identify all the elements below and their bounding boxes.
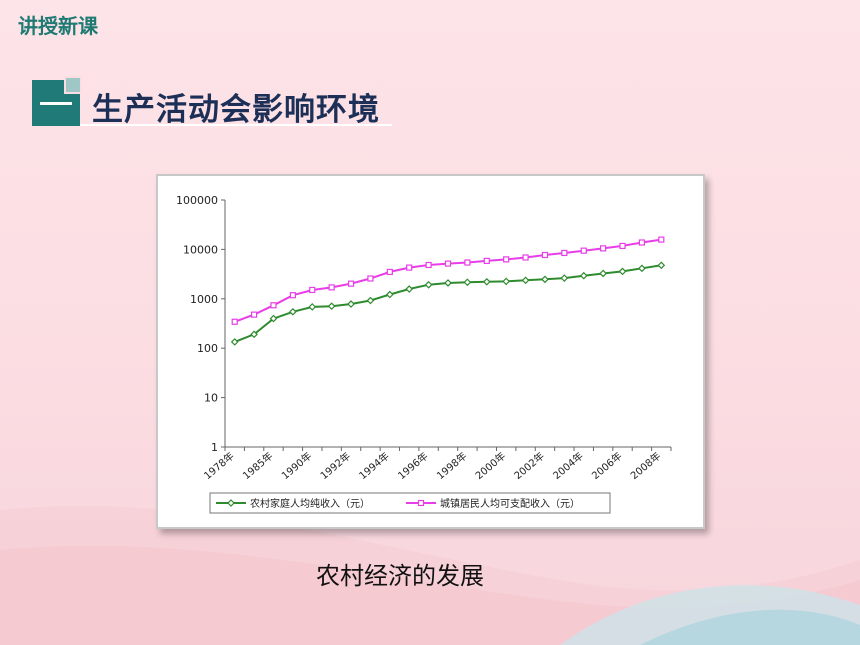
x-tick-label: 1992年: [317, 449, 353, 482]
data-point: [367, 275, 374, 282]
data-point: [231, 318, 238, 325]
data-point: [619, 242, 626, 250]
data-point: [600, 245, 607, 252]
data-point: [269, 314, 278, 323]
data-point: [289, 292, 296, 299]
data-point: [425, 261, 432, 269]
data-point: [638, 264, 646, 273]
background-wave: [0, 506, 860, 645]
data-point: [230, 338, 239, 346]
income-chart: 1 10 100 1000 10000 100000 1978年 1985年 1990年 1992…: [156, 174, 705, 529]
data-point: [657, 261, 666, 270]
data-point: [464, 259, 471, 266]
data-point: [250, 330, 258, 339]
y-tick-label: 1000: [190, 293, 218, 306]
chart-svg: 1 10 100 1000 10000 100000 1978年 1985年 1990年 1992…: [176, 194, 672, 514]
data-point: [541, 251, 549, 259]
data-point: [289, 307, 297, 316]
slide-title: 生产活动会影响环境: [92, 92, 380, 128]
data-point: [482, 277, 491, 286]
x-tick-label: 2002年: [511, 449, 547, 482]
data-point: [328, 284, 335, 291]
x-tick-label: 1978年: [201, 449, 237, 482]
data-point: [579, 271, 588, 280]
title-badge-dash: [40, 102, 72, 105]
section-label: 讲授新课: [18, 14, 98, 38]
data-point: [386, 268, 393, 276]
data-point: [483, 257, 490, 264]
data-point: [580, 247, 587, 254]
x-tick-label: 1996年: [395, 449, 431, 482]
x-tick-label: 2000年: [473, 449, 509, 482]
data-point: [638, 239, 646, 246]
data-point: [658, 236, 665, 243]
title-badge: [32, 76, 82, 126]
chart-caption: 农村经济的发展: [316, 562, 484, 590]
data-point: [503, 256, 510, 263]
y-tick-label: 100: [197, 342, 218, 355]
data-point: [308, 303, 317, 311]
data-point: [522, 254, 529, 261]
data-point: [444, 260, 452, 267]
x-tick-label: 1994年: [356, 449, 392, 482]
y-tick-label: 100000: [176, 194, 218, 207]
data-point: [270, 302, 277, 309]
x-tick-label: 1998年: [434, 449, 470, 482]
data-point: [385, 290, 394, 299]
x-tick-label: 2008年: [628, 449, 664, 482]
data-point: [560, 274, 569, 282]
data-point: [561, 249, 568, 257]
data-point: [618, 267, 627, 276]
data-point: [463, 278, 472, 287]
legend-label: 城镇居民人均可支配收入（元）: [440, 497, 580, 510]
data-point: [347, 280, 355, 287]
data-point: [347, 300, 355, 308]
data-point: [405, 285, 414, 293]
x-tick-label: 2006年: [589, 449, 625, 482]
legend-label: 农村家庭人均纯收入（元）: [250, 497, 370, 510]
legend-marker: [417, 499, 425, 507]
data-point: [406, 264, 413, 271]
data-point: [250, 311, 258, 318]
data-point: [424, 280, 433, 289]
data-point: [444, 279, 452, 287]
x-tick-label: 2004年: [550, 449, 586, 482]
data-point: [521, 276, 530, 285]
data-point: [599, 269, 607, 278]
title-underline: [80, 124, 392, 126]
data-point: [502, 277, 511, 286]
x-tick-label: 1985年: [240, 449, 276, 482]
x-tick-label: 1990年: [279, 449, 315, 482]
data-point: [327, 302, 336, 311]
data-point: [366, 296, 375, 305]
data-point: [309, 286, 316, 294]
title-badge-corner: [64, 76, 82, 94]
legend-marker: [227, 499, 235, 507]
y-tick-label: 1: [211, 441, 218, 454]
y-tick-label: 10: [204, 392, 218, 405]
y-tick-label: 10000: [183, 243, 218, 256]
data-point: [541, 275, 549, 284]
series-line-1: [234, 264, 662, 343]
